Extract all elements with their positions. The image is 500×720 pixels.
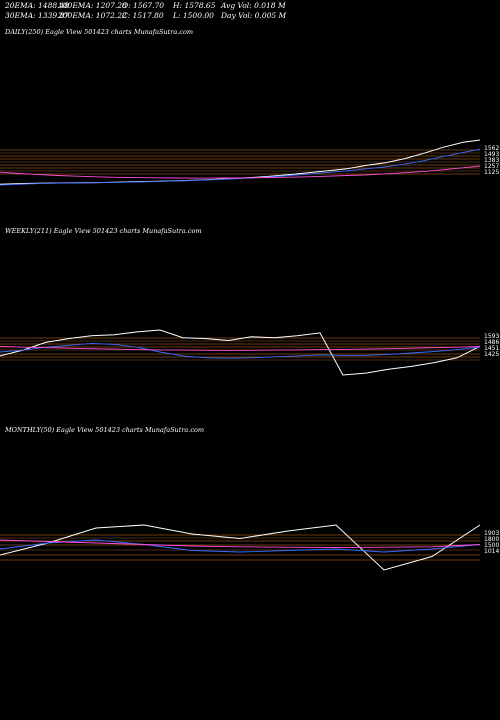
monthly-white-series [0,524,481,571]
weekly-white-series [0,329,481,376]
stat-day-vol: Day Vol: 0.005 M [221,11,287,20]
weekly-tick-label: 1425 [484,351,499,358]
monthly-blue-series [0,539,481,553]
monthly-panel-label: MONTHLY(50) Eagle View 501423 charts Mun… [5,426,205,434]
weekly-blue-series [0,342,481,359]
daily-pink-series [0,165,481,179]
daily-blue-series [0,148,481,186]
weekly-panel-label: WEEKLY(211) Eagle View 501423 charts Mun… [5,227,202,235]
daily-tick-label: 1493 [484,151,499,158]
daily-tick-label: 1125 [484,169,499,176]
stat-100ema: 100EMA: 1207.28 [58,1,127,10]
monthly-tick-label: 1903 [484,530,499,537]
stat-close: C: 1517.80 [122,11,164,20]
monthly-pink-series [0,539,481,548]
monthly-tick-label: 1014 [484,548,499,555]
stats-row-1: 20EMA: 1488.48100EMA: 1207.28O: 1567.70 H… [5,1,286,11]
stat-avg-vol: Avg Vol: 0.018 M [221,1,286,10]
stat-200ema: 200EMA: 1072.22 [58,11,127,20]
weekly-tick-label: 1451 [484,345,499,352]
stat-low: L: 1500.00 [173,11,214,20]
daily-tick-label: 1562 [484,145,499,152]
weekly-tick-label: 1486 [484,339,499,346]
daily-tick-label: 1383 [484,157,499,164]
daily-tick-label: 1257 [484,163,499,170]
monthly-tick-label: 1800 [484,536,499,543]
daily-panel-label: DAILY(250) Eagle View 501423 charts Muna… [5,28,194,36]
stat-20ema: 20EMA: 1488.48 [5,1,70,10]
stat-high: H: 1578.65 [173,1,216,10]
stats-row-2: 30EMA: 1339.87200EMA: 1072.22C: 1517.80 L… [5,11,286,21]
stat-open: O: 1567.70 [122,1,165,10]
monthly-tick-label: 1500 [484,542,499,549]
weekly-pink-series [0,345,481,351]
weekly-tick-label: 1593 [484,333,499,340]
stat-30ema: 30EMA: 1339.87 [5,11,70,20]
stats-header: 20EMA: 1488.48100EMA: 1207.28O: 1567.70 H… [5,1,286,21]
